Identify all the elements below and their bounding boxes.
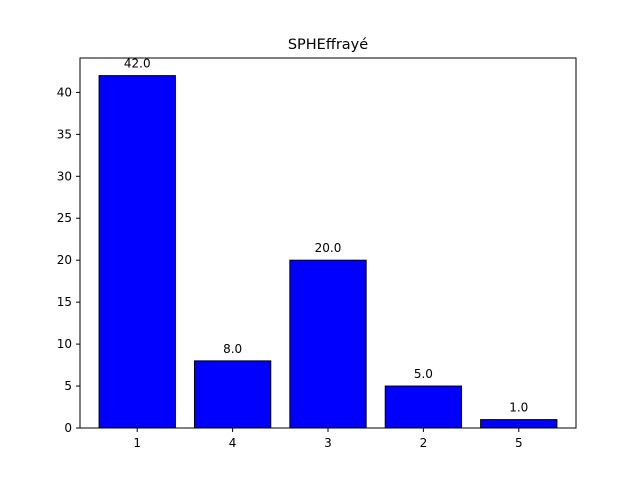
y-tick-label: 40 <box>57 85 72 99</box>
data-labels-layer: 42.0 8.0 20.0 5.0 1.0 <box>124 57 528 415</box>
data-label-3: 20.0 <box>315 241 342 255</box>
x-tick-label: 4 <box>229 436 237 450</box>
chart-title: SPHEffrayé <box>288 37 368 53</box>
bar-1 <box>98 75 176 429</box>
bar-4 <box>193 360 272 429</box>
plot-area-frame <box>79 57 577 429</box>
y-tick-label: 0 <box>64 421 72 435</box>
data-label-1: 42.0 <box>124 57 151 71</box>
y-tick-label: 25 <box>57 211 72 225</box>
x-tick-label: 3 <box>324 436 332 450</box>
data-label-5: 1.0 <box>509 401 528 415</box>
bars-layer <box>98 75 558 429</box>
bar-2 <box>384 385 463 429</box>
y-tick-label: 5 <box>64 379 72 393</box>
bar-5 <box>480 419 558 429</box>
x-tick-label: 5 <box>515 436 523 450</box>
y-tick-label: 30 <box>57 169 72 183</box>
data-label-4: 8.0 <box>223 342 242 356</box>
x-tick-label: 1 <box>133 436 141 450</box>
y-tick-label: 10 <box>57 337 72 351</box>
bar-3 <box>289 259 367 429</box>
x-tick-label: 2 <box>420 436 428 450</box>
y-tick-label: 15 <box>57 295 72 309</box>
data-label-2: 5.0 <box>414 367 433 381</box>
y-tick-label: 20 <box>57 253 72 267</box>
y-tick-label: 35 <box>57 127 72 141</box>
